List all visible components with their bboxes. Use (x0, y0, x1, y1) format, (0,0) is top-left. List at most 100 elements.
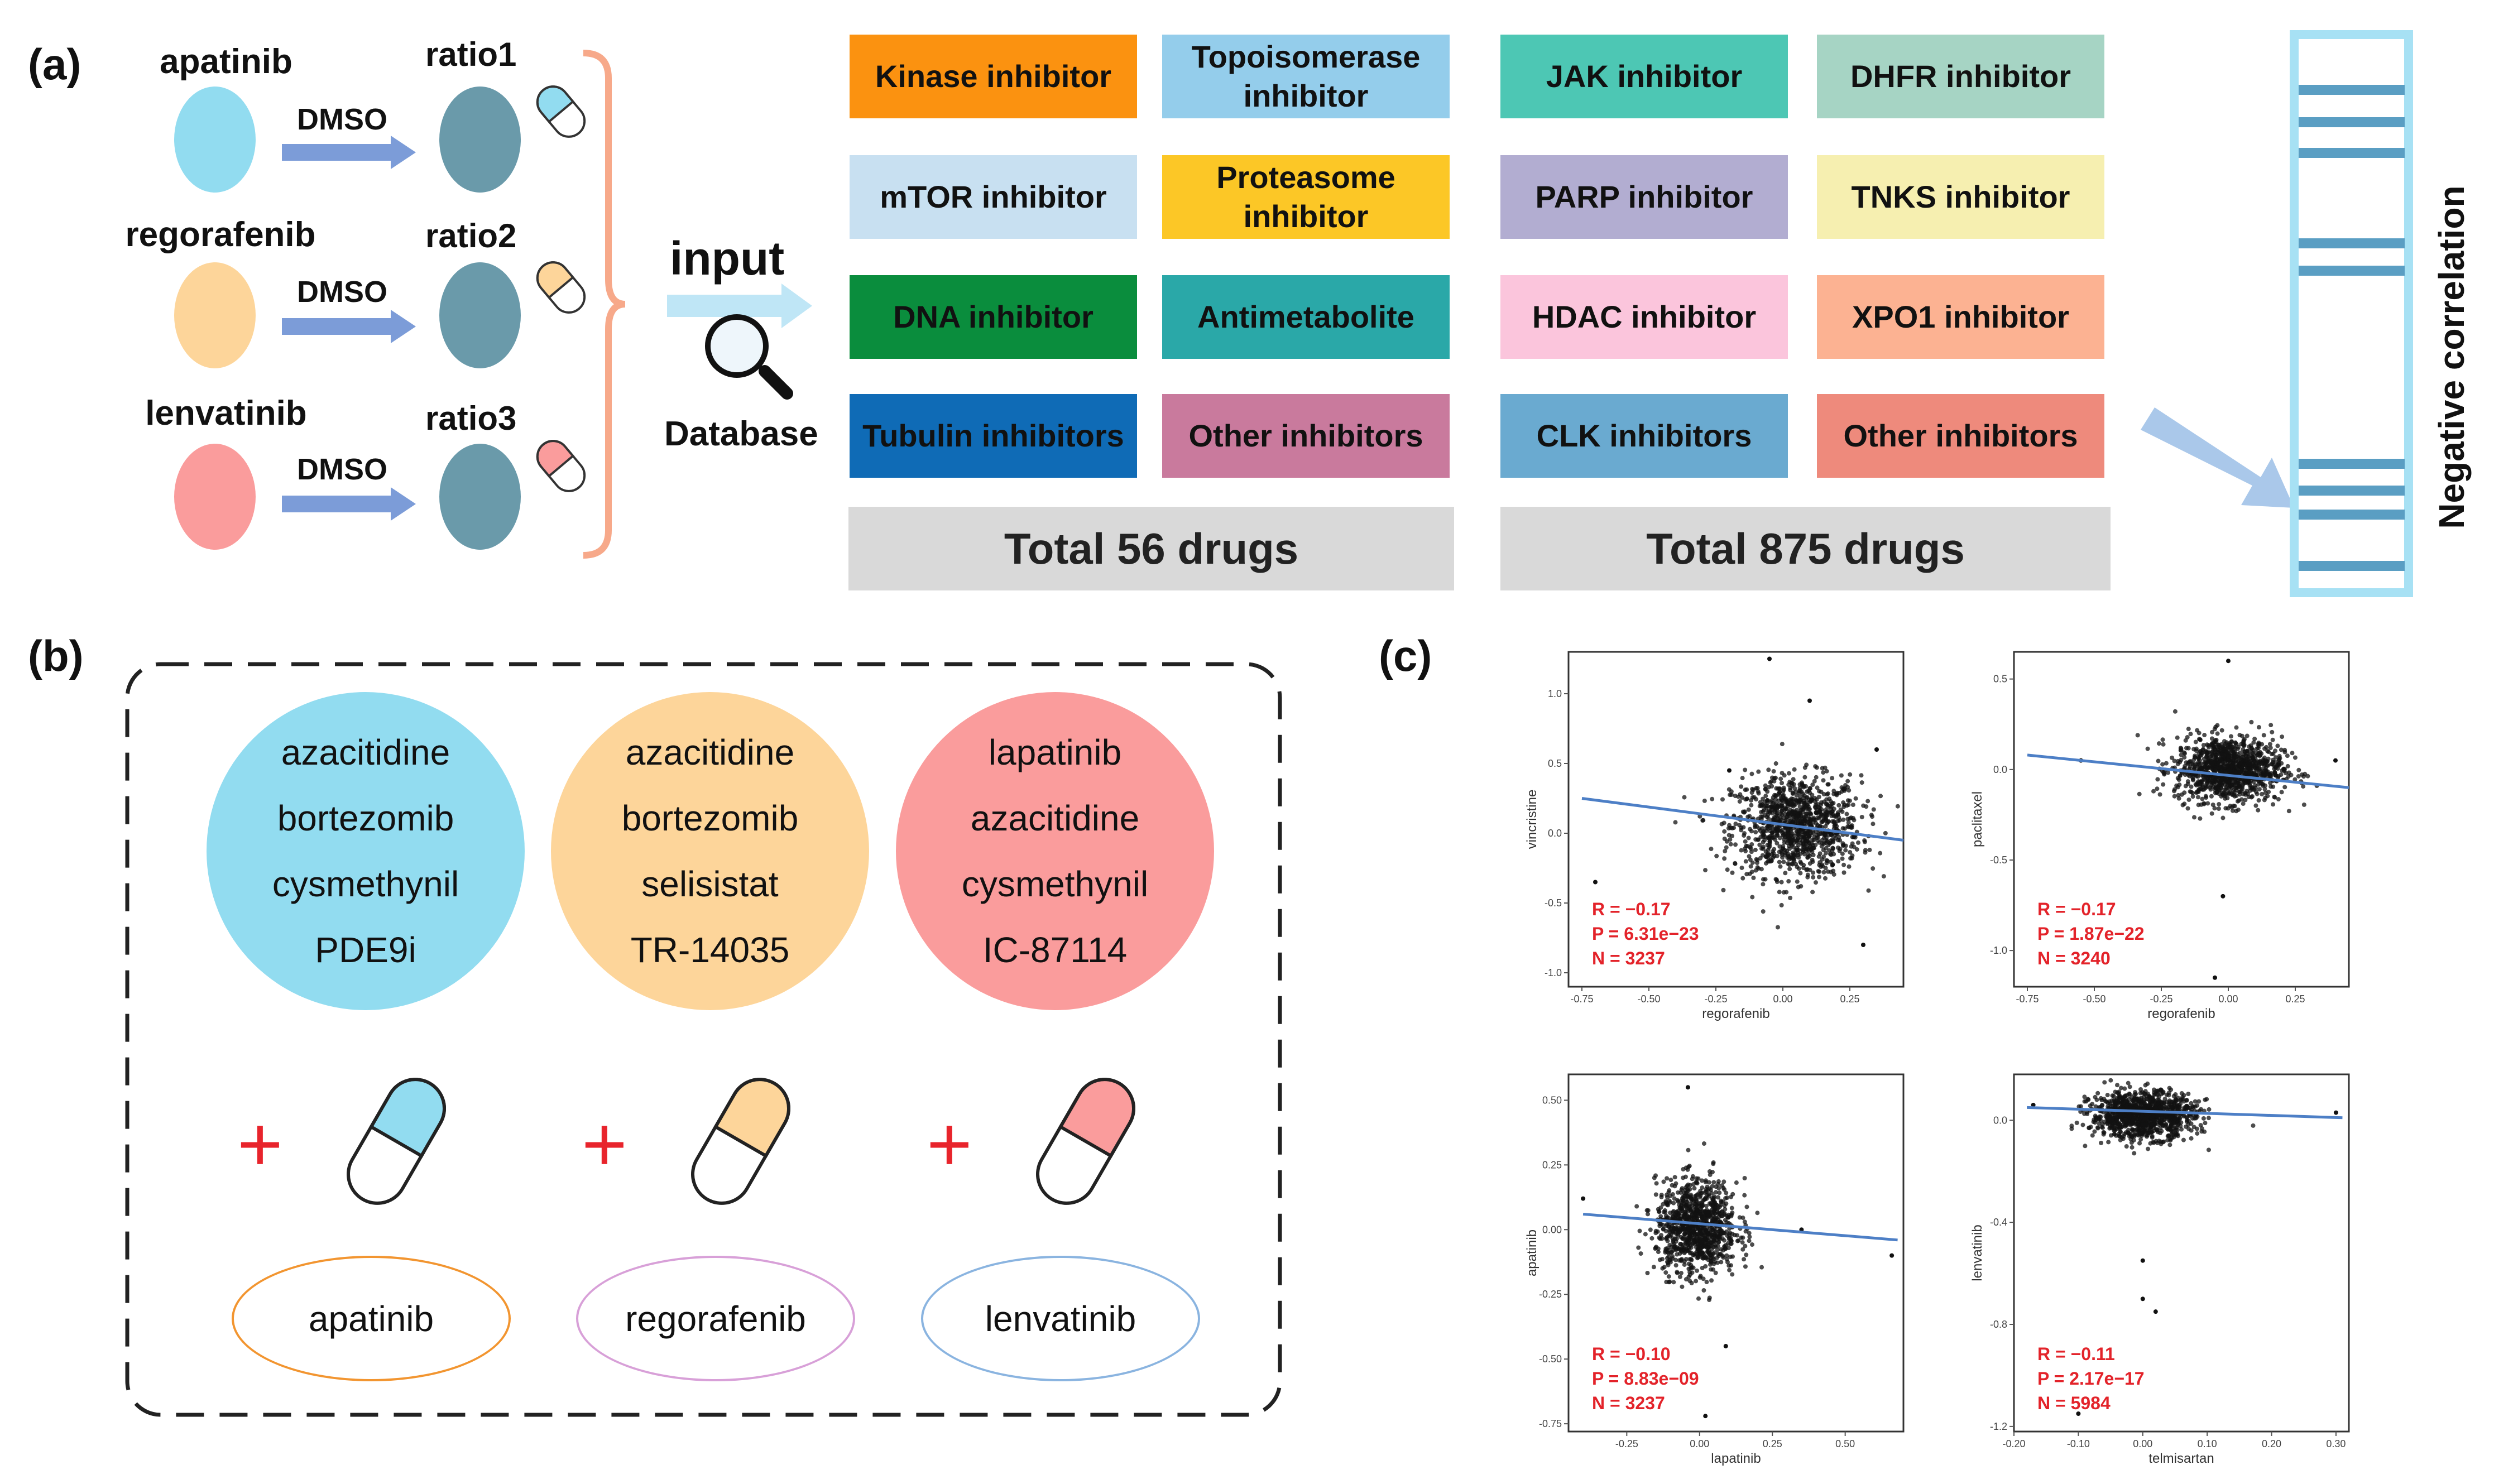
data-point-2-837 (1687, 1187, 1692, 1192)
data-point-0-103 (1757, 842, 1762, 847)
y-tick-label-0-4: -1.0 (1545, 967, 1562, 978)
data-point-3-648 (2095, 1126, 2100, 1131)
data-point-0-242 (1821, 854, 1826, 859)
data-point-2-921 (1668, 1227, 1673, 1232)
data-point-3-1047 (2131, 1098, 2136, 1103)
data-point-2-484 (1665, 1176, 1670, 1181)
small-pill-3-icon (536, 440, 586, 492)
combo-drug-0-2: cysmethynil (272, 864, 459, 904)
stat-text-1-1: P = 1.87e−22 (2037, 924, 2145, 944)
dmso-arrow-1 (282, 136, 416, 169)
data-point-2-970 (1692, 1251, 1697, 1256)
small-pill-1-icon (536, 85, 586, 138)
data-point-0-978 (1878, 794, 1883, 799)
data-point-3-702 (2141, 1094, 2146, 1099)
data-point-0-962 (1776, 803, 1781, 808)
data-point-0-587 (1781, 785, 1786, 790)
data-point-1-914 (2268, 723, 2274, 728)
data-point-0-655 (1754, 857, 1759, 862)
drug-label-regorafenib: regorafenib (125, 215, 316, 254)
data-point-0-1035 (1792, 786, 1797, 791)
data-point-0-714 (1733, 861, 1738, 866)
data-point-0-1013 (1809, 799, 1814, 804)
data-point-0-856 (1838, 807, 1843, 812)
outlier-point-0-2 (1593, 880, 1598, 885)
data-point-2-636 (1690, 1212, 1695, 1217)
data-point-0-874 (1773, 797, 1778, 802)
data-point-1-960 (2220, 752, 2225, 757)
data-point-2-941 (1684, 1242, 1689, 1247)
data-point-0-413 (1839, 785, 1844, 790)
data-point-2-903 (1702, 1231, 1707, 1236)
data-point-3-897 (2151, 1140, 2156, 1145)
data-point-1-980 (2178, 746, 2183, 751)
data-point-0-823 (1830, 846, 1835, 851)
data-point-0-1026 (1768, 829, 1773, 834)
data-point-3-1031 (2195, 1114, 2200, 1119)
outlier-point-0-1 (1807, 698, 1812, 703)
data-point-0-1015 (1768, 804, 1773, 809)
data-point-2-687 (1713, 1270, 1718, 1275)
data-point-0-189 (1761, 882, 1766, 887)
data-point-1-877 (2243, 792, 2248, 797)
data-point-0-798 (1817, 860, 1822, 865)
data-point-0-966 (1845, 817, 1850, 822)
data-point-1-810 (2268, 784, 2274, 789)
data-point-0-760 (1831, 872, 1836, 877)
negative-arrow (2141, 407, 2294, 508)
data-point-0-468 (1830, 776, 1835, 781)
data-point-0-557 (1816, 854, 1821, 859)
data-point-0-787 (1824, 835, 1829, 841)
data-point-2-336 (1678, 1271, 1684, 1276)
data-point-2-767 (1672, 1175, 1677, 1180)
data-point-3-1079 (2156, 1118, 2161, 1123)
data-point-3-578 (2124, 1093, 2130, 1098)
stat-text-3-2: N = 5984 (2037, 1393, 2111, 1413)
data-point-2-736 (1659, 1194, 1664, 1199)
ratio-label-2: ratio2 (425, 217, 517, 254)
data-point-3-1023 (2160, 1118, 2165, 1123)
data-point-2-50 (1648, 1227, 1653, 1232)
data-point-0-821 (1840, 851, 1845, 856)
data-point-2-852 (1670, 1192, 1675, 1197)
data-point-2-981 (1711, 1209, 1716, 1214)
data-point-2-823 (1730, 1272, 1735, 1277)
data-point-0-571 (1859, 773, 1864, 778)
data-point-3-1041 (2138, 1087, 2143, 1092)
data-point-0-849 (1771, 817, 1776, 822)
data-point-1-1091 (2238, 760, 2243, 765)
data-point-0-825 (1742, 809, 1747, 814)
data-point-0-332 (1747, 854, 1752, 859)
plot-frame-1 (2013, 651, 2350, 988)
data-point-3-962 (2115, 1083, 2120, 1088)
data-point-2-915 (1681, 1223, 1686, 1228)
plus-sign-1: + (582, 1100, 627, 1188)
data-point-0-948 (1773, 877, 1778, 882)
data-point-3-790 (2165, 1137, 2170, 1142)
data-point-2-584 (1701, 1288, 1706, 1293)
data-point-1-677 (2182, 801, 2187, 806)
capsule-icon-0 (347, 1078, 446, 1205)
combo-drug-0-3: PDE9i (315, 930, 416, 970)
data-point-3-1060 (2160, 1099, 2165, 1104)
data-point-1-1043 (2189, 790, 2194, 795)
data-point-1-1048 (2237, 789, 2242, 794)
data-point-0-1058 (1830, 862, 1835, 867)
panel-label-a: (a) (28, 40, 81, 89)
data-point-0-941 (1828, 799, 1833, 804)
data-point-2-832 (1747, 1235, 1752, 1240)
dmso-arrow-3 (282, 487, 416, 521)
data-point-1-803 (2230, 793, 2235, 798)
data-point-1-707 (2190, 794, 2195, 799)
data-point-1-1074 (2212, 750, 2217, 755)
data-point-0-804 (1824, 809, 1829, 814)
data-point-2-926 (1720, 1183, 1725, 1188)
data-point-1-318 (2155, 786, 2160, 791)
data-point-1-863 (2277, 756, 2282, 761)
data-point-1-976 (2292, 777, 2298, 782)
data-point-0-758 (1797, 790, 1802, 795)
data-point-3-1069 (2121, 1101, 2126, 1106)
data-point-2-563 (1729, 1206, 1734, 1211)
data-point-1-889 (2161, 742, 2166, 747)
data-point-3-919 (2102, 1080, 2107, 1085)
